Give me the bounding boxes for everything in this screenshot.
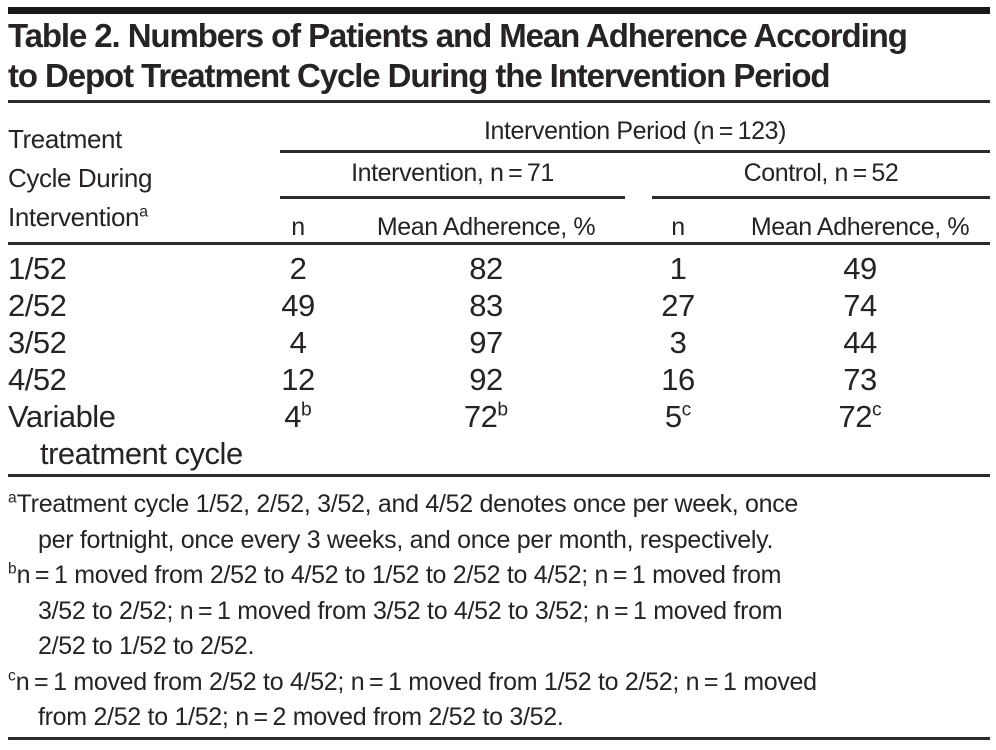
spanner-intervention-period: Intervention Period (n = 123) — [483, 117, 787, 145]
cell-intervention-n: 4b — [284, 399, 312, 434]
stub-header-line3: Interventiona — [8, 202, 149, 232]
table-body: 1/52 2 82 1 49 2/52 49 83 27 74 3/52 4 9… — [0, 250, 996, 472]
footnote-a-marker: a — [8, 489, 17, 507]
footnote-c-marker: c — [8, 667, 16, 685]
table-title: Table 2. Numbers of Patients and Mean Ad… — [8, 16, 996, 96]
group-header-control: Control, n = 52 — [743, 159, 899, 187]
col-header-control-adherence: Mean Adherence, % — [750, 213, 970, 241]
table-row: 4/52 12 92 16 73 — [0, 361, 996, 398]
cell-cycle: Variable — [8, 399, 116, 434]
table-row: Variable treatment cycle 4b 72b 5c 72c — [0, 398, 996, 472]
footnote-a-line1: aTreatment cycle 1/52, 2/52, 3/52, and 4… — [8, 489, 798, 518]
footnote-ref-c: c — [681, 399, 692, 421]
footnote-b-line1: bn = 1 moved from 2/52 to 4/52 to 1/52 t… — [8, 560, 782, 589]
cell-intervention-n: 12 — [281, 362, 315, 397]
cell-control-n: 16 — [661, 362, 695, 397]
title-divider-rule — [8, 100, 990, 103]
cell-cycle: 3/52 — [8, 325, 67, 360]
body-bottom-rule — [8, 474, 990, 477]
top-bar-rule — [8, 7, 990, 14]
spanner-period-rule — [280, 150, 990, 153]
cell-control-adherence: 73 — [843, 362, 877, 397]
cell-control-adherence: 49 — [843, 251, 877, 286]
footnote-b-marker: b — [8, 560, 17, 578]
footnotes: aTreatment cycle 1/52, 2/52, 3/52, and 4… — [8, 487, 990, 736]
col-header-intervention-adherence: Mean Adherence, % — [376, 213, 596, 241]
stub-column-header: Treatment Cycle During Interventiona — [8, 120, 152, 237]
stub-footnote-marker: a — [139, 202, 149, 221]
footnote-c-line1: cn = 1 moved from 2/52 to 4/52; n = 1 mo… — [8, 667, 817, 696]
table-title-line1: Table 2. Numbers of Patients and Mean Ad… — [8, 17, 908, 54]
group-control-rule — [652, 196, 990, 199]
cell-intervention-n: 49 — [281, 288, 315, 323]
cell-intervention-adherence: 72b — [463, 399, 509, 434]
group-header-intervention: Intervention, n = 71 — [351, 159, 554, 187]
cell-control-n: 27 — [661, 288, 695, 323]
cell-intervention-adherence: 97 — [469, 325, 503, 360]
cell-intervention-adherence: 92 — [469, 362, 503, 397]
table-row: 2/52 49 83 27 74 — [0, 287, 996, 324]
table-title-line2: to Depot Treatment Cycle During the Inte… — [8, 57, 831, 94]
stub-header-line1: Treatment — [8, 124, 122, 154]
footnote-ref-c: c — [871, 399, 882, 421]
cell-intervention-adherence: 83 — [469, 288, 503, 323]
cell-control-adherence: 74 — [843, 288, 877, 323]
cell-control-n: 5c — [664, 399, 692, 434]
group-intervention-rule — [280, 196, 625, 199]
cell-intervention-n: 4 — [289, 325, 307, 360]
cell-intervention-n: 2 — [289, 251, 307, 286]
footnote-ref-b: b — [301, 399, 312, 421]
footnote-b-line3: 2/52 to 1/52 to 2/52. — [38, 632, 255, 660]
cell-control-n: 1 — [669, 251, 687, 286]
table-bottom-rule — [8, 737, 990, 740]
footnote-ref-b: b — [497, 399, 509, 421]
cell-control-adherence: 72c — [838, 399, 882, 434]
col-header-control-n: n — [671, 213, 685, 241]
table-row: 1/52 2 82 1 49 — [0, 250, 996, 287]
footnote-b-line2: 3/52 to 2/52; n = 1 moved from 3/52 to 4… — [38, 596, 783, 625]
stub-header-line2: Cycle During — [8, 163, 153, 193]
cell-control-adherence: 44 — [843, 325, 877, 360]
footnote-c-line2: from 2/52 to 1/52; n = 2 moved from 2/52… — [38, 703, 564, 731]
col-header-intervention-n: n — [291, 213, 305, 241]
cell-cycle: 4/52 — [8, 362, 67, 397]
cell-intervention-adherence: 82 — [469, 251, 503, 286]
table-row: 3/52 4 97 3 44 — [0, 324, 996, 361]
footnote-a-line2: per fortnight, once every 3 weeks, and o… — [38, 525, 774, 554]
cell-control-n: 3 — [669, 325, 687, 360]
cell-cycle: 2/52 — [8, 288, 67, 323]
cell-cycle-line2: treatment cycle — [40, 436, 243, 471]
cell-cycle: 1/52 — [8, 251, 67, 286]
header-bottom-rule — [8, 242, 990, 245]
